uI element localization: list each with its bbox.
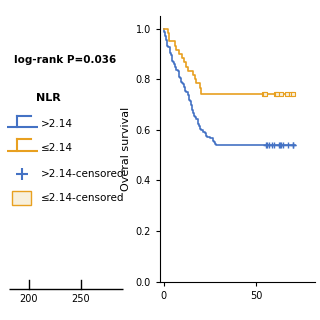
Point xyxy=(285,142,290,148)
Point xyxy=(291,92,296,97)
FancyBboxPatch shape xyxy=(12,191,31,205)
Text: log-rank P=0.036: log-rank P=0.036 xyxy=(14,55,117,65)
Point xyxy=(279,142,284,148)
Point xyxy=(264,142,269,148)
Text: ≤2.14: ≤2.14 xyxy=(41,143,73,153)
Text: NLR: NLR xyxy=(36,93,60,103)
Point xyxy=(262,92,267,97)
Text: ≤2.14-censored: ≤2.14-censored xyxy=(41,193,125,203)
Text: >2.14-censored: >2.14-censored xyxy=(41,170,125,180)
Point xyxy=(280,142,285,148)
Text: 250: 250 xyxy=(71,294,90,304)
Point xyxy=(272,142,277,148)
Point xyxy=(275,92,280,97)
Point xyxy=(291,142,296,148)
Point xyxy=(267,142,272,148)
Point xyxy=(291,142,296,148)
Point xyxy=(285,92,290,97)
Point xyxy=(273,92,278,97)
Point xyxy=(264,142,269,148)
Point xyxy=(262,92,268,97)
Point xyxy=(277,142,282,148)
Point xyxy=(278,92,284,97)
Point xyxy=(269,142,274,148)
Point xyxy=(289,92,294,97)
Point xyxy=(276,142,282,148)
Text: 200: 200 xyxy=(19,294,38,304)
Y-axis label: Overal survival: Overal survival xyxy=(121,107,132,191)
Text: >2.14: >2.14 xyxy=(41,119,73,129)
